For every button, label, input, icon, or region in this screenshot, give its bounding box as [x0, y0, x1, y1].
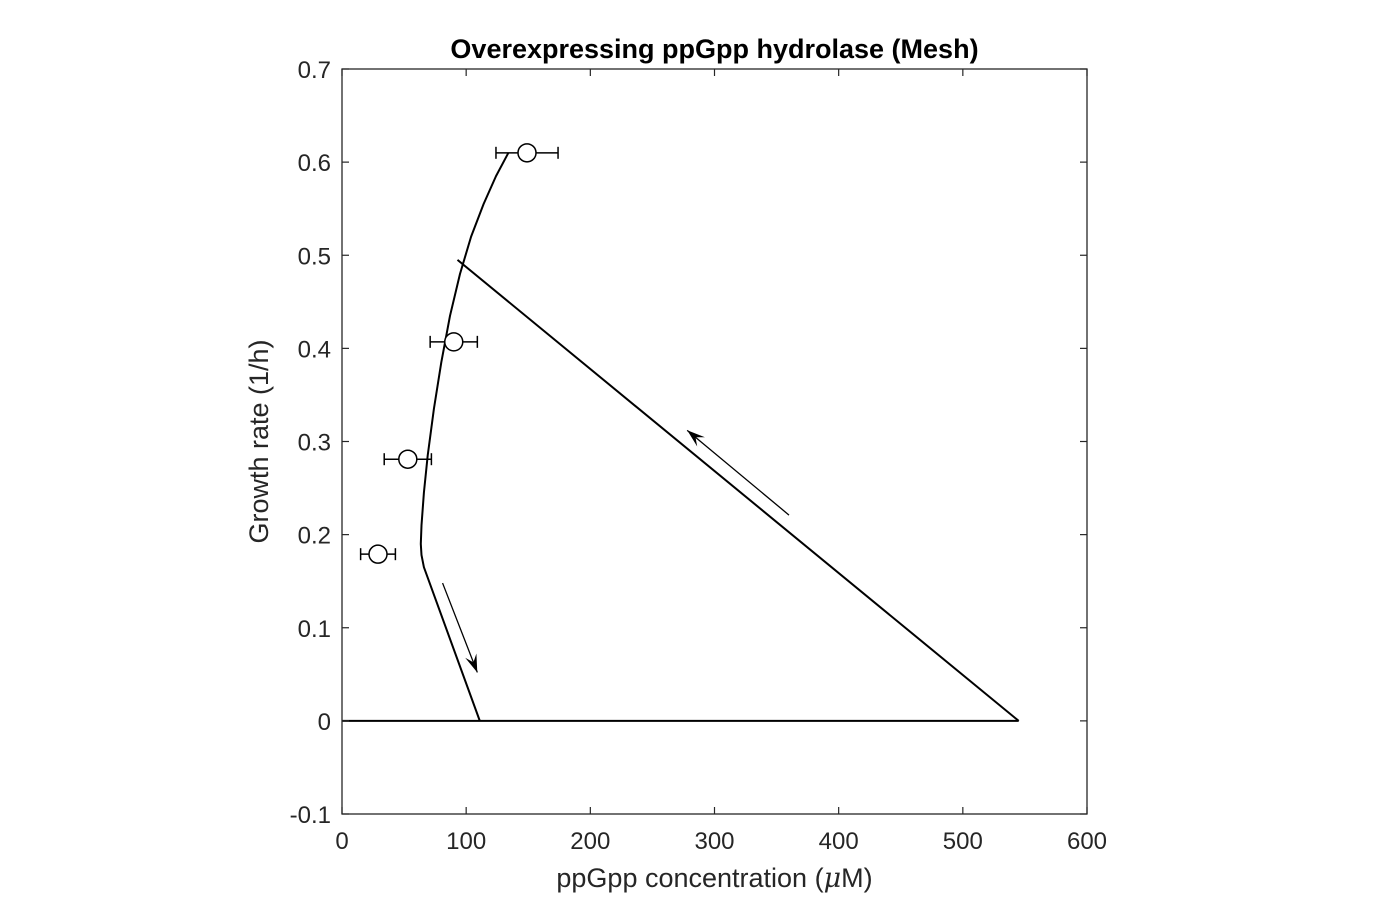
- x-tick-label: 100: [446, 828, 486, 855]
- x-tick-label: 400: [819, 828, 859, 855]
- arrow-shaft: [686, 429, 790, 516]
- plot-lines: [342, 152, 1020, 722]
- arrow-shaft: [441, 582, 478, 673]
- x-axis-label-suffix: M): [841, 863, 872, 893]
- x-axis-label-prefix: ppGpp concentration (: [556, 863, 823, 893]
- direction-arrow: [441, 582, 478, 673]
- data-point: [359, 544, 397, 564]
- arrow-head: [465, 653, 478, 673]
- y-tick-label: 0.6: [298, 150, 331, 177]
- y-tick-label: -0.1: [290, 802, 331, 829]
- direction-arrow: [686, 429, 790, 516]
- x-axis-ticks: 0 100 200 300 400 500 600: [335, 69, 1107, 855]
- y-tick-label: 0.7: [298, 57, 331, 84]
- data-point: [383, 449, 433, 469]
- axes-box: [341, 68, 1088, 815]
- direction-arrows: [441, 429, 790, 673]
- y-tick-label: 0: [318, 709, 331, 736]
- data-points: [359, 143, 559, 564]
- model-curve-line: [419, 152, 510, 722]
- point-marker: [444, 332, 464, 352]
- data-point: [495, 143, 559, 163]
- x-axis-label: ppGpp concentration (μM): [556, 863, 872, 894]
- x-tick-label: 500: [943, 828, 983, 855]
- diagonal-segment-line: [456, 259, 1020, 722]
- data-point: [429, 332, 479, 352]
- y-axis-label: Growth rate (1/h): [244, 339, 274, 543]
- point-marker: [398, 449, 418, 469]
- y-tick-label: 0.4: [298, 336, 331, 363]
- x-tick-label: 0: [335, 828, 348, 855]
- x-tick-label: 300: [694, 828, 734, 855]
- y-axis-ticks: -0.1 0 0.1 0.2 0.3 0.4 0.5 0.6 0.7: [290, 57, 1087, 829]
- x-tick-label: 600: [1067, 828, 1107, 855]
- point-marker: [517, 143, 537, 163]
- x-tick-label: 200: [570, 828, 610, 855]
- arrow-head: [687, 430, 705, 447]
- x-axis-label-mu: μ: [824, 863, 842, 894]
- point-marker: [368, 544, 388, 564]
- y-tick-label: 0.5: [298, 243, 331, 270]
- y-tick-label: 0.1: [298, 616, 331, 643]
- chart-title: Overexpressing ppGpp hydrolase (Mesh): [450, 34, 978, 64]
- y-tick-label: 0.2: [298, 523, 331, 550]
- y-tick-label: 0.3: [298, 430, 331, 457]
